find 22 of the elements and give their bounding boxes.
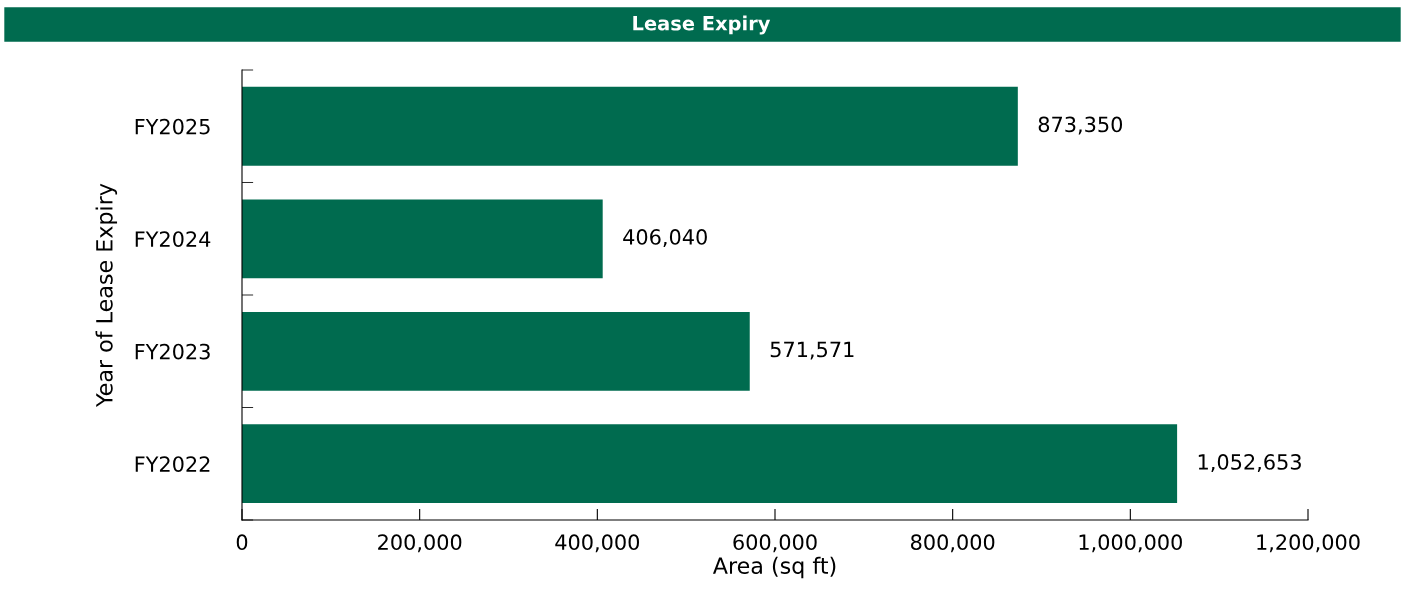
y-tick-label: FY2023: [135, 343, 210, 360]
x-tick-label: 600,000: [733, 534, 817, 553]
data-label: 1,052,653: [1198, 454, 1301, 472]
x-tick-label: 0: [236, 534, 248, 551]
y-axis-title: Year of Lease Expiry: [95, 183, 118, 408]
bar: [242, 86, 1018, 166]
x-tick-label: 1,000,000: [1079, 534, 1182, 553]
y-tick-label: FY2022: [135, 456, 210, 472]
y-tick-label: FY2024: [135, 231, 211, 247]
x-tick-label: 200,000: [378, 534, 462, 553]
chart-title: Lease Expiry: [633, 15, 771, 35]
data-label: 406,040: [623, 229, 707, 247]
x-tick-label: 400,000: [555, 534, 640, 553]
x-tick-label: 800,000: [911, 534, 995, 553]
data-label: 571,571: [770, 341, 854, 360]
bar: [242, 311, 750, 391]
y-tick-label: FY2025: [135, 118, 210, 135]
bar: [242, 199, 603, 279]
data-label: 873,350: [1038, 116, 1123, 135]
x-tick-label: 1,200,000: [1257, 534, 1360, 553]
bar: [242, 424, 1178, 504]
x-axis-title: Area (sq ft): [712, 556, 836, 579]
